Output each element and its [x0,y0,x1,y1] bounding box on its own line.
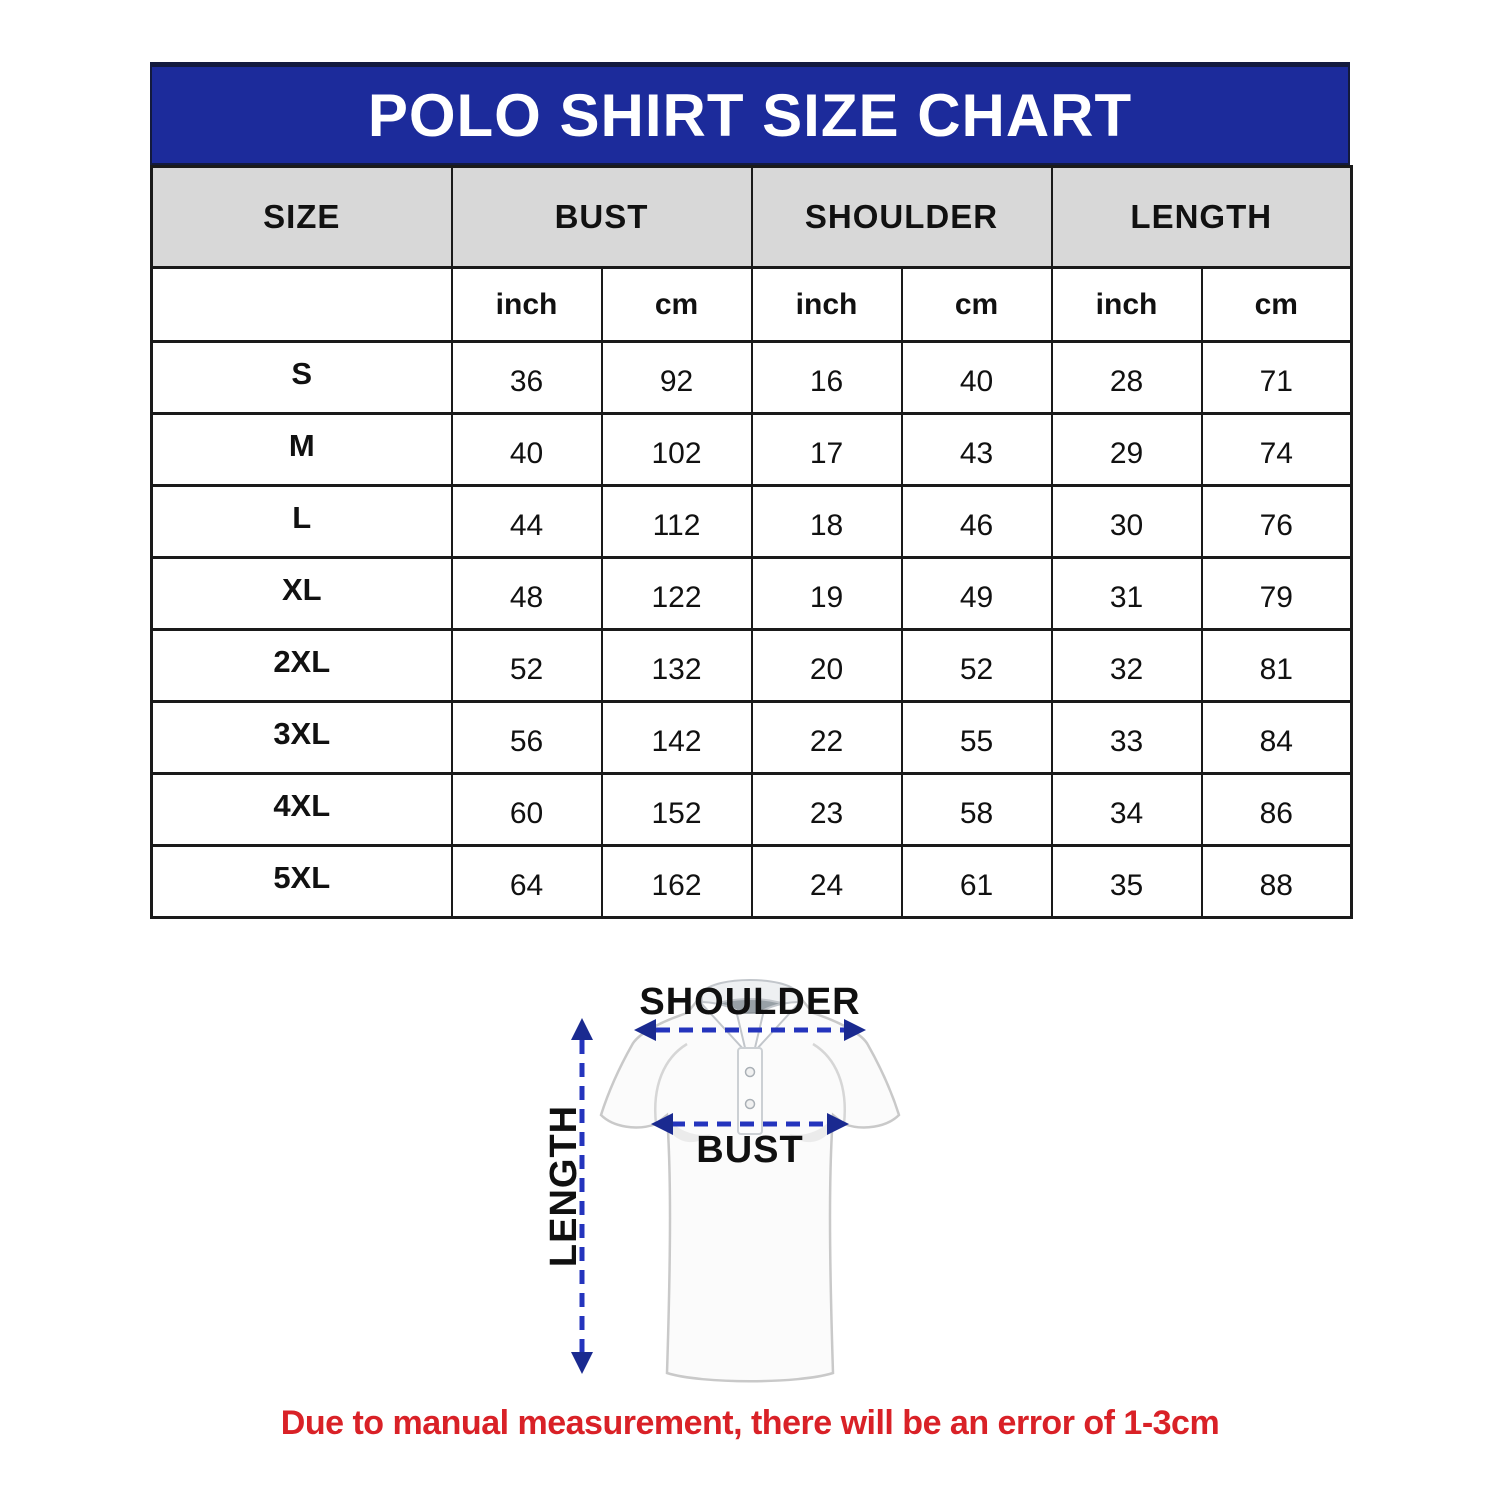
bust-label: BUST [696,1129,803,1171]
table-unit-header-row: inch cm inch cm inch cm [150,266,1353,343]
measurement-value: 162 [600,844,753,919]
measurement-value: 17 [750,412,903,487]
bust-arrow [651,1113,849,1135]
column-header-length: LENGTH [1050,165,1353,269]
table-row: 3XL 56 142 22 55 33 84 [150,700,1353,775]
shoulder-label: SHOULDER [639,981,860,1023]
measurement-value: 18 [750,484,903,559]
measurement-value: 30 [1050,484,1203,559]
measurement-value: 76 [1200,484,1353,559]
measurement-value: 52 [900,628,1053,703]
size-label: XL [150,556,453,631]
measurement-value: 74 [1200,412,1353,487]
measurement-value: 16 [750,340,903,415]
measurement-value: 152 [600,772,753,847]
measurement-diagram: SHOULDER BUST LENGTH [530,956,970,1400]
measurement-value: 29 [1050,412,1203,487]
table-group-header-row: SIZE BUST SHOULDER LENGTH [150,165,1353,269]
measurement-value: 36 [450,340,603,415]
measurement-value: 48 [450,556,603,631]
table-row: 2XL 52 132 20 52 32 81 [150,628,1353,703]
size-label: S [150,340,453,415]
title-banner: POLO SHIRT SIZE CHART [150,62,1350,165]
measurement-value: 32 [1050,628,1203,703]
measurement-value: 61 [900,844,1053,919]
measurement-value: 55 [900,700,1053,775]
measurement-value: 60 [450,772,603,847]
unit-header-bust-cm: cm [600,266,753,343]
page-title: POLO SHIRT SIZE CHART [367,81,1133,149]
size-table-body: S 36 92 16 40 28 71 M 40 102 17 43 29 74 L 44 112 18 46 30 7… [150,340,1353,919]
measurement-value: 46 [900,484,1053,559]
measurement-value: 142 [600,700,753,775]
polo-shirt-shape [599,979,901,1383]
measurement-value: 40 [900,340,1053,415]
measurement-value: 71 [1200,340,1353,415]
measurement-value: 20 [750,628,903,703]
table-row: M 40 102 17 43 29 74 [150,412,1353,487]
measurement-value: 33 [1050,700,1203,775]
length-label: LENGTH [543,1105,585,1267]
measurement-value: 22 [750,700,903,775]
measurement-value: 102 [600,412,753,487]
size-label: 3XL [150,700,453,775]
measurement-value: 86 [1200,772,1353,847]
table-row: 4XL 60 152 23 58 34 86 [150,772,1353,847]
size-label: L [150,484,453,559]
measurement-value: 64 [450,844,603,919]
table-row: 5XL 64 162 24 61 35 88 [150,844,1353,919]
measurement-value: 58 [900,772,1053,847]
size-label: 2XL [150,628,453,703]
shirt-button [744,1098,756,1110]
measurement-value: 92 [600,340,753,415]
column-header-bust: BUST [450,165,753,269]
polo-shirt-illustration: SHOULDER BUST LENGTH [543,979,901,1383]
measurement-value: 79 [1200,556,1353,631]
column-header-shoulder: SHOULDER [750,165,1053,269]
measurement-value: 52 [450,628,603,703]
size-table: SIZE BUST SHOULDER LENGTH inch cm inch c… [150,165,1354,919]
shoulder-arrow [634,1019,866,1041]
measurement-value: 56 [450,700,603,775]
measurement-value: 31 [1050,556,1203,631]
measurement-value: 34 [1050,772,1203,847]
unit-header-shoulder-inch: inch [750,266,903,343]
measurement-value: 23 [750,772,903,847]
measurement-value: 24 [750,844,903,919]
measurement-value: 35 [1050,844,1203,919]
measurement-value: 44 [450,484,603,559]
column-header-size: SIZE [150,165,453,269]
measurement-note: Due to manual measurement, there will be… [280,1404,1220,1442]
size-label: 5XL [150,844,453,919]
measurement-value: 40 [450,412,603,487]
unit-header-length-inch: inch [1050,266,1203,343]
table-row: S 36 92 16 40 28 71 [150,340,1353,415]
measurement-value: 112 [600,484,753,559]
measurement-value: 43 [900,412,1053,487]
measurement-value: 88 [1200,844,1353,919]
length-arrow [571,1018,593,1374]
table-row: XL 48 122 19 49 31 79 [150,556,1353,631]
unit-header-shoulder-cm: cm [900,266,1053,343]
measurement-value: 84 [1200,700,1353,775]
measurement-value: 19 [750,556,903,631]
size-label: M [150,412,453,487]
unit-header-length-cm: cm [1200,266,1353,343]
measurement-value: 132 [600,628,753,703]
measurement-value: 122 [600,556,753,631]
unit-header-bust-inch: inch [450,266,603,343]
size-label: 4XL [150,772,453,847]
unit-header-empty [150,266,453,343]
measurement-value: 81 [1200,628,1353,703]
measurement-value: 28 [1050,340,1203,415]
measurement-value: 49 [900,556,1053,631]
table-row: L 44 112 18 46 30 76 [150,484,1353,559]
shirt-button [744,1066,756,1078]
